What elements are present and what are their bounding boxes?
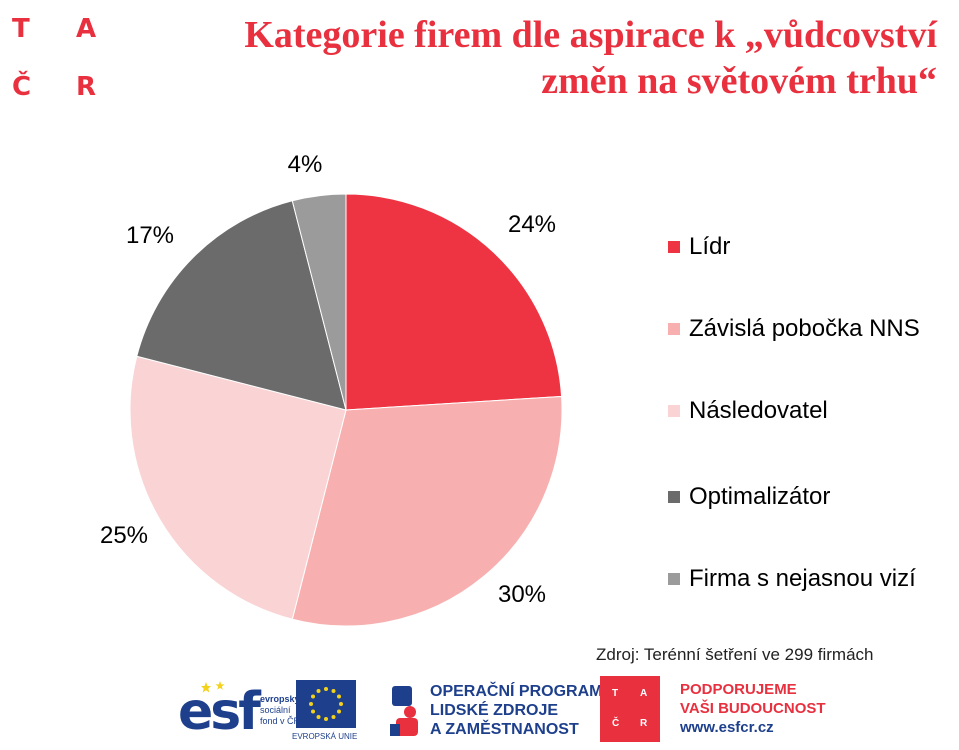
eu-star (311, 709, 316, 714)
data-label-nejasna-vize: 4% (288, 151, 323, 178)
esf-wordmark: esf (178, 682, 261, 742)
legend-swatch-zavisla-pobocka (668, 323, 680, 335)
pie-slice-nejasna-vize (291, 193, 347, 411)
eu-flag-icon (296, 680, 356, 728)
eu-star (331, 689, 336, 694)
data-label-nasledovatel: 25% (100, 522, 148, 549)
pie-chart: 24% 30% 25% 17% 4% (100, 151, 563, 627)
pie-slice-nasledovatel (129, 355, 347, 620)
legend-label-nejasna-vize: Firma s nejasnou vizí (689, 565, 916, 592)
support-url: www.esfcr.cz (680, 719, 774, 736)
legend-swatch-nejasna-vize (668, 573, 680, 585)
op-lzz-text: OPERAČNÍ PROGRAM LIDSKÉ ZDROJE A ZAMĚSTN… (430, 683, 603, 738)
op-lzz-logo: OPERAČNÍ PROGRAM LIDSKÉ ZDROJE A ZAMĚSTN… (388, 680, 602, 744)
page-title: Kategorie firem dle aspirace k „vůdcovst… (137, 12, 937, 104)
pie-slice-zavisla-pobocka (291, 395, 563, 627)
legend-label-zavisla-pobocka: Závislá pobočka NNS (689, 315, 920, 342)
legend-label-optimalizator: Optimalizátor (689, 483, 831, 510)
eu-caption: EVROPSKÁ UNIE (292, 732, 358, 741)
eu-star (336, 694, 341, 699)
esf-logo: esf evropský sociální fond v ČR EVROPSKÁ… (178, 680, 378, 744)
esf-stars-icon (201, 681, 225, 693)
eu-star (331, 714, 336, 719)
eu-star (311, 694, 316, 699)
tacr-logo: T A Č R (12, 12, 112, 102)
esf-caption: evropský sociální fond v ČR (260, 694, 301, 726)
pie-slice-optimalizator (136, 200, 347, 411)
logo-letter-a: A (76, 14, 97, 44)
eu-star (324, 687, 328, 691)
legend-swatch-lidr (668, 241, 680, 253)
logo-letter-r: R (76, 72, 97, 102)
legend-item-zavisla-pobocka: Závislá pobočka NNS (668, 314, 920, 344)
op-lzz-figure-icon (390, 686, 418, 736)
chart-source: Zdroj: Terénní šetření ve 299 firmách (596, 645, 874, 664)
logo-letter-c: Č (12, 72, 32, 102)
legend-item-nejasna-vize: Firma s nejasnou vizí (668, 564, 916, 594)
title-line-1: Kategorie firem dle aspirace k „vůdcovst… (244, 14, 937, 56)
tacr-footer-logo: T A Č R (600, 676, 660, 742)
eu-star (324, 717, 328, 721)
footer-logos: esf evropský sociální fond v ČR EVROPSKÁ… (0, 672, 959, 750)
data-label-lidr: 24% (508, 211, 556, 238)
data-label-optimalizator: 17% (126, 222, 174, 249)
eu-star (339, 702, 343, 706)
eu-star (316, 689, 321, 694)
logo-letter-t: T (12, 14, 30, 44)
pie-slice-lidr (345, 193, 563, 411)
support-slogan: PODPORUJEME VAŠI BUDOUCNOST www.esfcr.cz (680, 681, 826, 736)
legend-swatch-optimalizator (668, 491, 680, 503)
legend-item-lidr: Lídr (668, 232, 730, 262)
data-label-zavisla-pobocka: 30% (498, 581, 546, 608)
legend-label-nasledovatel: Následovatel (689, 397, 828, 424)
legend-item-nasledovatel: Následovatel (668, 396, 828, 426)
legend-item-optimalizator: Optimalizátor (668, 482, 830, 512)
title-line-2: změn na světovém trhu“ (541, 60, 937, 102)
eu-star (316, 714, 321, 719)
legend-label-lidr: Lídr (689, 233, 731, 260)
eu-star (309, 702, 313, 706)
legend-swatch-nasledovatel (668, 405, 680, 417)
eu-star (336, 709, 341, 714)
